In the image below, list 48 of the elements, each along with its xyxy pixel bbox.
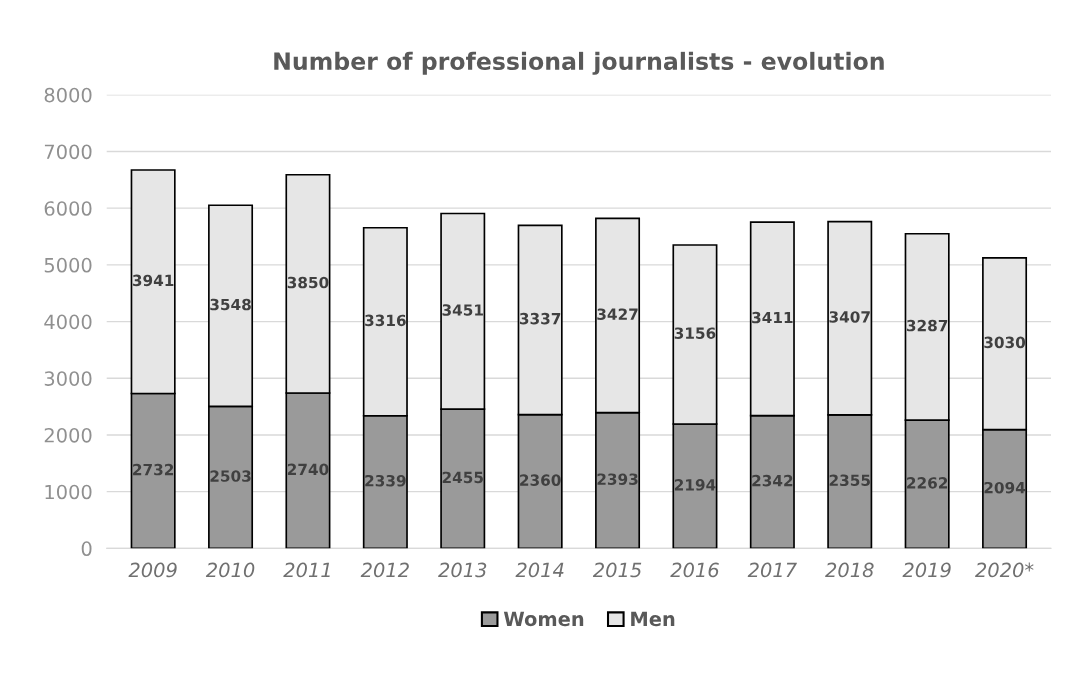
data-label: 3850 (287, 276, 329, 289)
data-label: 2339 (365, 474, 406, 487)
y-tick-label: 2000 (44, 427, 92, 443)
data-label: 2455 (442, 471, 483, 484)
x-tick-label: 2016 (670, 562, 719, 578)
x-tick-label: 2014 (515, 562, 564, 578)
x-tick-label: 2019 (902, 562, 951, 578)
data-label: 3337 (519, 312, 561, 325)
data-label: 3287 (906, 319, 948, 332)
data-label: 2355 (829, 474, 870, 487)
y-tick-label: 1000 (45, 484, 92, 500)
y-tick-label: 7000 (44, 144, 92, 160)
data-label: 3451 (442, 304, 483, 316)
data-label: 3407 (829, 311, 870, 323)
y-tick-label: 6000 (44, 201, 92, 216)
data-label: 3316 (365, 314, 406, 327)
data-label: 2503 (210, 470, 251, 482)
data-label: 2262 (907, 477, 948, 489)
x-tick-label: 2013 (438, 562, 487, 578)
x-tick-label: 2017 (747, 562, 797, 578)
y-tick-label: 5000 (44, 257, 92, 273)
x-tick-label: 2012 (360, 562, 409, 578)
y-tick-label: 3000 (44, 371, 92, 386)
data-label: 2342 (752, 474, 793, 487)
x-tick-label: 2018 (825, 562, 874, 578)
x-tick-label: 2015 (592, 562, 642, 578)
y-tick-label: 4000 (44, 314, 92, 330)
data-label: 2393 (597, 473, 638, 485)
data-label: 2740 (287, 463, 329, 476)
legend-label: Women (503, 611, 584, 627)
data-label: 3411 (752, 311, 793, 324)
legend-label: Men (631, 611, 675, 627)
data-label: 3941 (132, 274, 174, 287)
x-tick-label: 2009 (128, 562, 177, 578)
data-label: 3548 (210, 298, 251, 311)
data-label: 2360 (520, 474, 561, 486)
data-label: 3030 (984, 336, 1026, 349)
x-tick-label: 2011 (283, 562, 330, 578)
data-label: 3156 (674, 327, 716, 339)
y-tick-label: 8000 (44, 87, 92, 103)
x-tick-label: 2010 (205, 562, 255, 578)
y-tick-label: 0 (81, 541, 92, 557)
data-label: 3427 (597, 308, 638, 320)
chart-title: Number of professional journalists - evolution (274, 51, 884, 75)
x-tick-label: 2020* (975, 562, 1034, 578)
data-label: 2194 (674, 479, 716, 491)
data-label: 2094 (984, 481, 1026, 494)
data-label: 2732 (133, 463, 174, 476)
